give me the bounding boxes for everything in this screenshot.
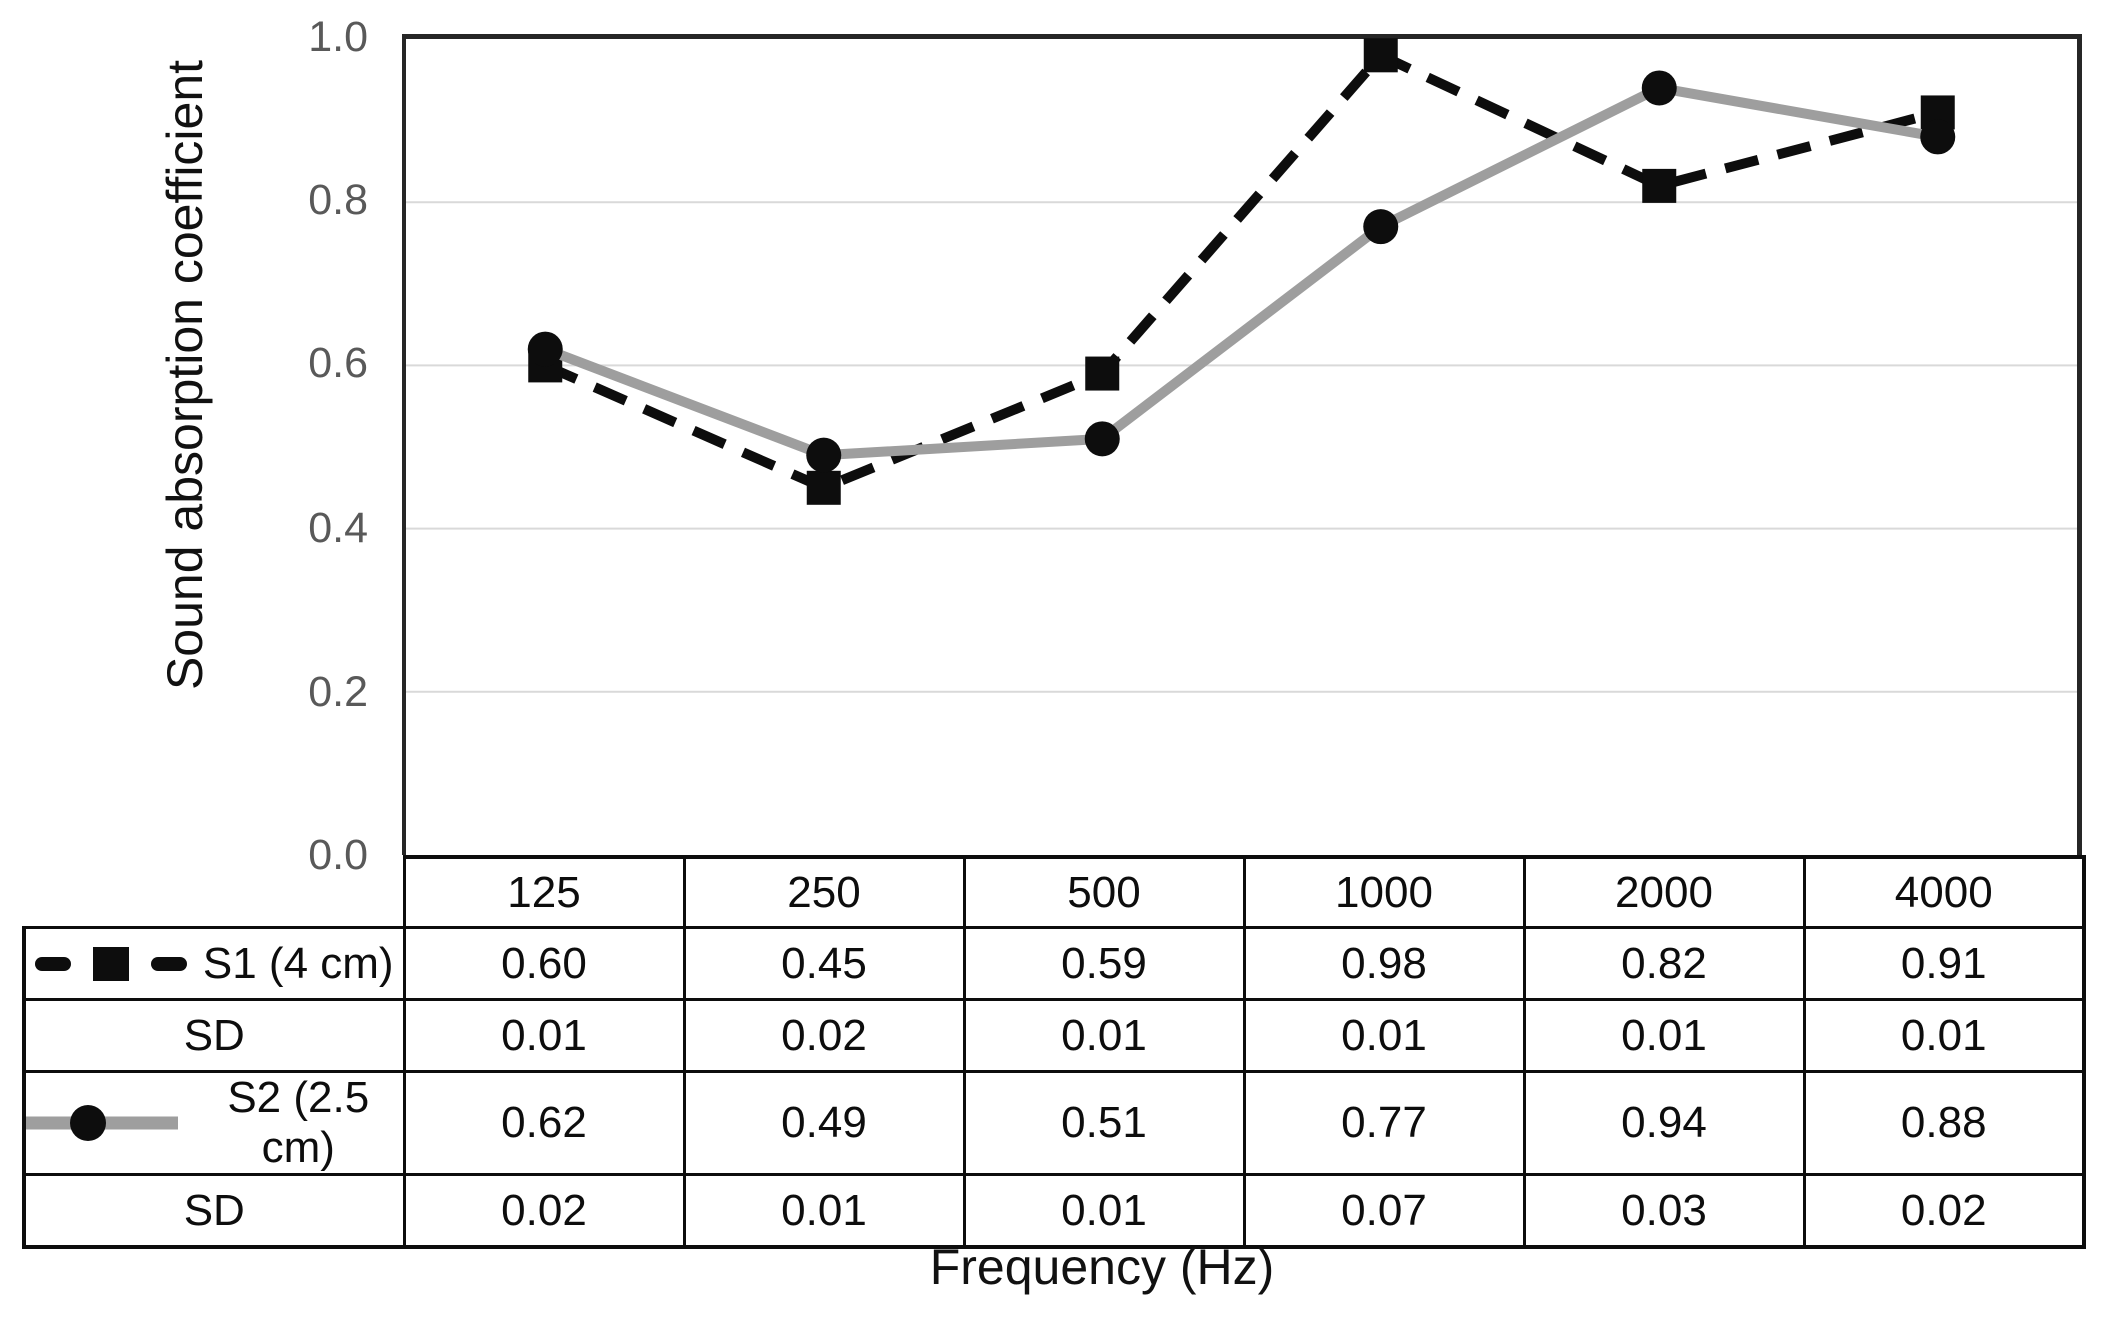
plot-area	[402, 34, 2082, 855]
legend-label-s1: S1 (4 cm)	[202, 938, 394, 988]
data-point-marker-2	[1641, 70, 1677, 106]
table-cell: 0.62	[402, 1070, 686, 1176]
table-cell: 0.03	[1522, 1173, 1806, 1249]
data-table: 125 250 500 1000 2000 4000 S1 (4 cm) 0.6…	[22, 855, 2086, 1249]
table-cell: 0.49	[682, 1070, 966, 1176]
table-cell: 0.01	[962, 998, 1246, 1073]
legend-cell-s2: S2 (2.5 cm)	[22, 1070, 406, 1176]
table-cell: 0.01	[402, 998, 686, 1073]
table-cell: 0.94	[1522, 1070, 1806, 1176]
table-row-s1: S1 (4 cm) 0.60 0.45 0.59 0.98 0.82 0.91	[22, 926, 2086, 1001]
y-tick-label: 0.8	[308, 176, 368, 224]
table-cell: 0.51	[962, 1070, 1246, 1176]
table-cell: 0.02	[1802, 1173, 2086, 1249]
freq-header-cell: 2000	[1522, 855, 1806, 929]
data-point-marker-1	[1363, 38, 1398, 73]
freq-header-cell: 250	[682, 855, 966, 929]
data-point-marker-1	[806, 470, 841, 505]
table-cell: 0.02	[402, 1173, 686, 1249]
y-tick-label: 0.6	[308, 339, 368, 387]
legend-cell-s1: S1 (4 cm)	[22, 926, 406, 1001]
table-cell: 0.01	[1242, 998, 1526, 1073]
row-label-sd: SD	[22, 998, 406, 1073]
line-chart-svg	[406, 38, 2077, 693]
table-cell: 0.82	[1522, 926, 1806, 1001]
y-tick-label: 1.0	[308, 13, 368, 61]
row-label-sd: SD	[22, 1173, 406, 1249]
data-point-marker-2	[527, 331, 563, 367]
data-point-marker-2	[1920, 119, 1956, 155]
legend-label-s2: S2 (2.5 cm)	[227, 1073, 370, 1172]
series-line-1	[543, 50, 1940, 493]
table-cell: 0.01	[962, 1173, 1246, 1249]
data-point-marker-1	[1085, 356, 1120, 391]
s1-legend-swatch-icon	[34, 946, 187, 981]
series-line-2	[543, 82, 1939, 461]
y-tick-label: 0.0	[308, 831, 368, 879]
frequency-header-row: 125 250 500 1000 2000 4000	[24, 855, 2086, 929]
table-cell: 0.01	[1522, 998, 1806, 1073]
table-cell: 0.45	[682, 926, 966, 1001]
y-tick-label: 0.4	[308, 504, 368, 552]
table-cell: 0.01	[1802, 998, 2086, 1073]
data-point-marker-2	[1363, 209, 1399, 245]
table-corner-blank	[24, 857, 404, 928]
freq-header-cell: 500	[962, 855, 1246, 929]
data-point-marker-2	[1084, 421, 1120, 457]
table-cell: 0.07	[1242, 1173, 1526, 1249]
freq-header-cell: 125	[402, 855, 686, 929]
table-row-s2-sd: SD 0.02 0.01 0.01 0.07 0.03 0.02	[22, 1173, 2086, 1249]
s2-legend-swatch-icon	[28, 1105, 178, 1141]
table-row-s1-sd: SD 0.01 0.02 0.01 0.01 0.01 0.01	[22, 998, 2086, 1073]
table-cell: 0.88	[1802, 1070, 2086, 1176]
table-cell: 0.60	[402, 926, 686, 1001]
data-point-marker-2	[806, 437, 842, 473]
table-cell: 0.77	[1242, 1070, 1526, 1176]
table-cell: 0.91	[1802, 926, 2086, 1001]
data-point-marker-1	[1642, 168, 1677, 203]
freq-header-cell: 1000	[1242, 855, 1526, 929]
table-cell: 0.02	[682, 998, 966, 1073]
x-axis-title: Frequency (Hz)	[929, 1239, 1275, 1295]
y-tick-label: 0.2	[308, 668, 368, 716]
table-row-s2: S2 (2.5 cm) 0.62 0.49 0.51 0.77 0.94 0.8…	[22, 1070, 2086, 1176]
table-cell: 0.59	[962, 926, 1246, 1001]
table-cell: 0.01	[682, 1173, 966, 1249]
freq-header-cell: 4000	[1802, 855, 2086, 929]
table-cell: 0.98	[1242, 926, 1526, 1001]
